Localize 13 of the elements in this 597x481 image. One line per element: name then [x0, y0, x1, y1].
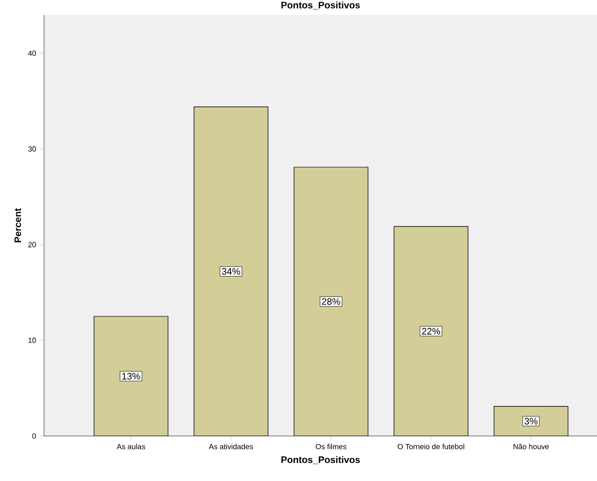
- bar: [94, 316, 168, 436]
- bar: [294, 167, 368, 436]
- data-label: 3%: [524, 418, 538, 425]
- data-label: 28%: [322, 298, 340, 305]
- data-label: 34%: [222, 268, 240, 275]
- data-label: 22%: [422, 328, 440, 335]
- y-axis-title: Percent: [14, 208, 22, 242]
- x-axis-title: Pontos_Positivos: [281, 456, 360, 464]
- bar: [394, 226, 468, 436]
- chart-title: Pontos_Positivos: [281, 1, 360, 10]
- bar: [494, 406, 568, 436]
- bar: [194, 106, 268, 436]
- data-label: 13%: [122, 372, 140, 380]
